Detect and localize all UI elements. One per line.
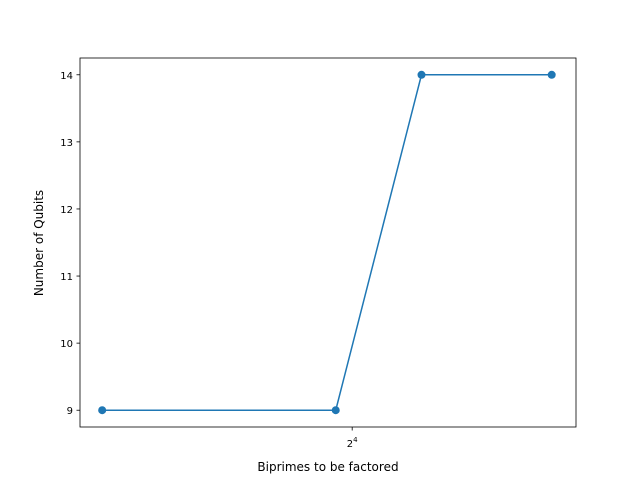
data-point <box>98 406 107 415</box>
data-point <box>417 70 426 79</box>
x-tick-label: 24 <box>347 436 358 450</box>
y-tick-label: 14 <box>60 71 73 82</box>
y-axis-ticks: 9 10 11 12 13 14 <box>60 71 80 417</box>
plot-frame <box>79 57 577 428</box>
y-tick-label: 10 <box>60 339 73 350</box>
y-tick-label: 11 <box>60 272 73 283</box>
x-axis-ticks: 24 <box>347 427 358 450</box>
series-line <box>102 74 552 411</box>
y-tick-label: 9 <box>67 406 73 417</box>
data-point <box>547 70 556 79</box>
series-layer <box>98 70 556 415</box>
x-tick-base: 2 <box>347 439 353 450</box>
y-tick-label: 12 <box>60 205 73 216</box>
data-point <box>331 406 340 415</box>
y-tick-label: 13 <box>60 138 73 149</box>
y-axis-label: Number of Qubits <box>32 190 46 296</box>
x-tick-exponent: 4 <box>353 436 358 444</box>
x-axis-label: Biprimes to be factored <box>257 460 398 474</box>
plot-area <box>80 58 576 427</box>
